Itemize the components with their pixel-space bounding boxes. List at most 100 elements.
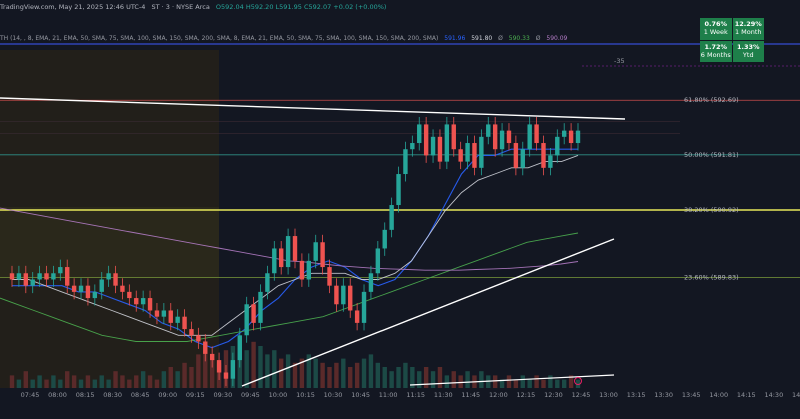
- x-tick-label: 14:15: [737, 391, 756, 399]
- candle-body: [444, 124, 450, 162]
- candle-body: [23, 273, 29, 286]
- trend-line-upper: [0, 97, 626, 120]
- candle-body: [527, 124, 532, 150]
- x-tick-label: 12:00: [489, 391, 508, 399]
- candle-body: [361, 291, 367, 323]
- volume-bar: [251, 341, 256, 388]
- volume-bar: [37, 375, 42, 388]
- volume-bar: [71, 375, 77, 388]
- x-tick-label: 09:15: [186, 391, 205, 399]
- x-tick-label: 10:45: [351, 391, 370, 399]
- volume-bar: [30, 379, 35, 388]
- volume-bar: [479, 371, 484, 388]
- volume-bar: [299, 358, 305, 388]
- x-tick-label: 10:15: [296, 391, 315, 399]
- candle-body: [272, 248, 277, 274]
- x-tick-label: 09:00: [158, 391, 177, 399]
- volume-bar: [520, 375, 525, 388]
- performance-cell: 12.29% 1 Month: [732, 18, 764, 40]
- candle-body: [9, 273, 15, 280]
- volume-bar: [209, 358, 215, 388]
- x-tick-label: 14:30: [764, 391, 783, 399]
- volume-bar: [575, 379, 581, 388]
- volume-bar: [306, 354, 312, 388]
- candle-body: [30, 279, 35, 286]
- volume-bar: [417, 371, 422, 388]
- volume-bar: [465, 371, 470, 388]
- volume-bar: [147, 375, 153, 388]
- candle-body: [134, 298, 139, 305]
- volume-bar: [458, 375, 463, 388]
- candle-body: [375, 248, 381, 274]
- candle-body: [78, 285, 84, 292]
- candle-body: [423, 124, 429, 156]
- candle-body: [327, 267, 332, 286]
- volume-bar: [375, 362, 381, 388]
- candle-body: [147, 298, 153, 311]
- volume-bar: [492, 375, 498, 388]
- x-tick-label: 09:30: [213, 391, 232, 399]
- x-tick-label: 11:30: [434, 391, 453, 399]
- candle-body: [203, 341, 208, 354]
- candle-body: [44, 273, 49, 280]
- candle-body: [251, 304, 256, 323]
- performance-widget[interactable]: 0.76% 1 Week 12.29% 1 Month 1.72% 6 Months …: [700, 18, 764, 62]
- candle-body: [458, 149, 463, 162]
- volume-bar: [9, 375, 15, 388]
- x-tick-label: 09:45: [241, 391, 260, 399]
- volume-bar: [548, 375, 553, 388]
- volume-bar: [354, 362, 360, 388]
- volume-bar: [313, 358, 318, 388]
- candle-body: [161, 310, 167, 317]
- x-axis-band: [0, 388, 800, 419]
- volume-bar: [389, 371, 394, 388]
- x-tick-label: 11:45: [461, 391, 480, 399]
- x-tick-label: 12:30: [544, 391, 563, 399]
- candle-body: [389, 205, 394, 230]
- indicator-value: 590.09: [546, 35, 568, 42]
- candle-body: [437, 136, 443, 162]
- x-tick-label: 13:15: [627, 391, 646, 399]
- chart-header: TradingView.com, May 21, 2025 12:46 UTC-…: [0, 0, 800, 14]
- candle-body: [16, 273, 22, 280]
- candle-body: [479, 136, 484, 168]
- volume-bar: [568, 375, 574, 388]
- candle-body: [182, 316, 187, 330]
- volume-bar: [58, 379, 63, 388]
- indicator-legend[interactable]: TH (14, , 8, EMA, 21, EMA, 50, SMA, 75, …: [0, 33, 567, 45]
- candle-body: [382, 229, 387, 249]
- candle-body: [499, 130, 505, 150]
- candle-body: [430, 136, 436, 156]
- candle-body: [65, 267, 70, 286]
- candle-body: [506, 130, 512, 144]
- volume-bar: [99, 375, 104, 388]
- volume-bar: [285, 354, 291, 388]
- performance-cell: 1.33% Ytd: [732, 40, 764, 62]
- x-tick-label: 08:15: [76, 391, 95, 399]
- volume-bar: [278, 358, 284, 388]
- volume-bar: [513, 379, 519, 388]
- volume-bar: [499, 379, 505, 388]
- candle-body: [168, 310, 173, 323]
- volume-bar: [168, 367, 173, 388]
- source-label: TradingView.com, May 21, 2025 12:46 UTC-…: [0, 3, 146, 11]
- volume-bar: [175, 371, 180, 388]
- symbol-info[interactable]: ST · 3 · NYSE Arca: [151, 3, 210, 11]
- volume-bar: [161, 371, 167, 388]
- volume-bar: [555, 379, 560, 388]
- indicator-label: TH (14, , 8, EMA, 21, EMA, 50, SMA, 75, …: [0, 35, 439, 42]
- candle-body: [534, 124, 539, 144]
- volume-bar: [430, 371, 436, 388]
- volume-bar: [341, 358, 346, 388]
- ohlc-readout: O592.04 H592.20 L591.95 C592.07 +0.02 (+…: [215, 3, 387, 11]
- moving-average-line: [12, 154, 579, 336]
- indicator-value: 591.96: [444, 35, 466, 42]
- x-tick-label: 13:00: [599, 391, 618, 399]
- x-tick-label: 14:00: [709, 391, 728, 399]
- candle-body: [223, 372, 229, 379]
- candle-body: [285, 236, 291, 268]
- volume-bar: [423, 367, 429, 388]
- volume-bar: [396, 367, 401, 388]
- volume-bar: [272, 350, 277, 388]
